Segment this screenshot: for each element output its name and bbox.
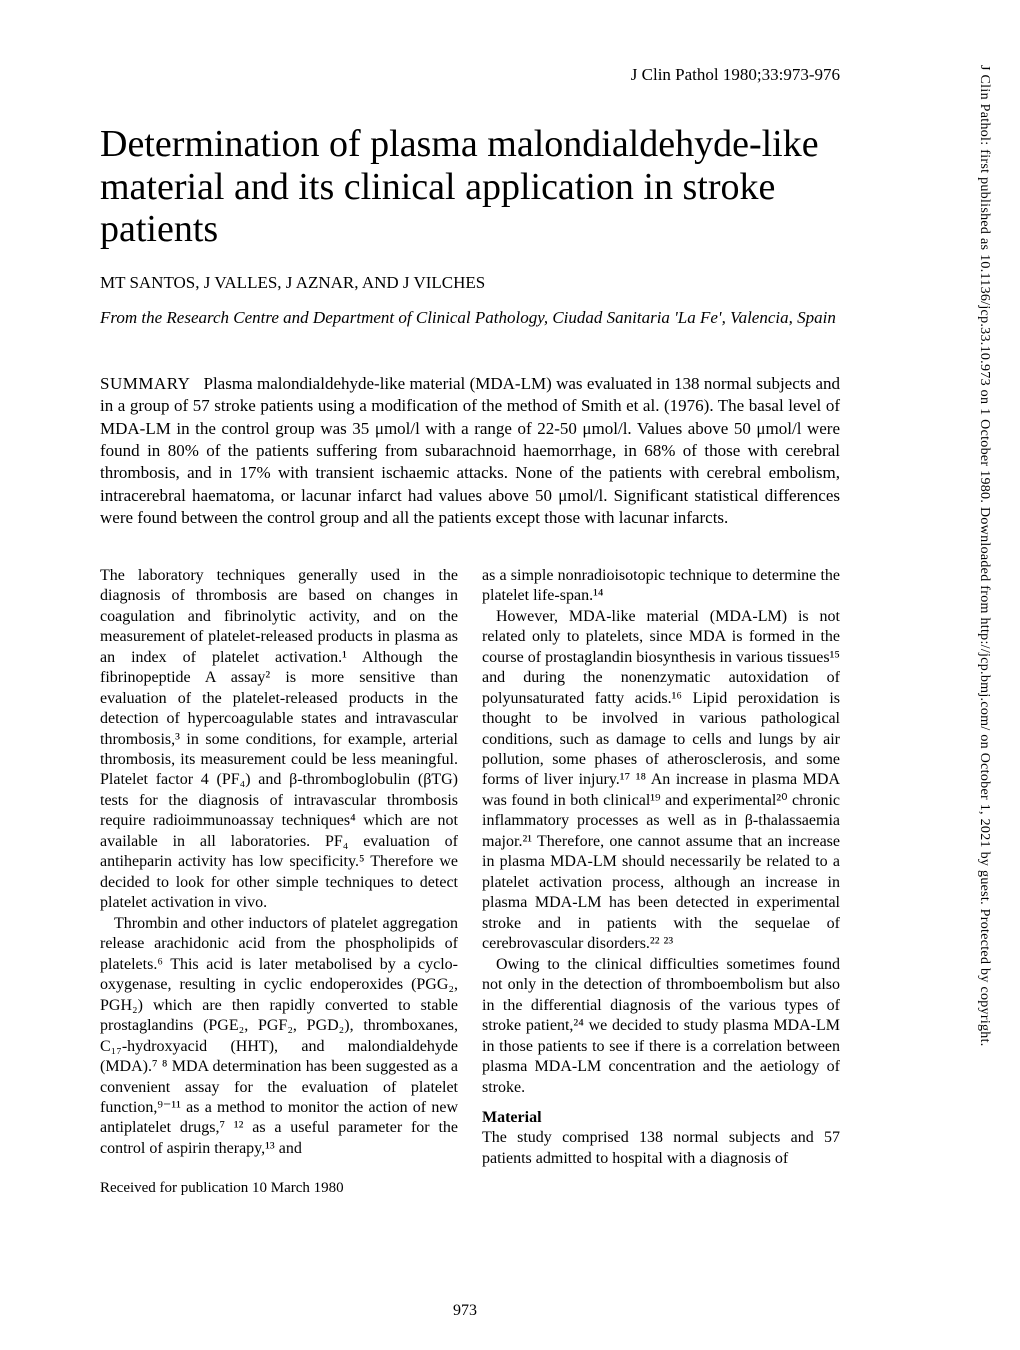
body-paragraph: The study comprised 138 normal subjects …: [482, 1128, 840, 1169]
left-column: The laboratory techniques generally used…: [100, 566, 458, 1199]
copyright-sidebar: J Clin Pathol: first published as 10.113…: [964, 65, 992, 1310]
journal-citation: J Clin Pathol 1980;33:973-976: [100, 65, 930, 85]
page-number: 973: [0, 1302, 930, 1320]
summary-label: SUMMARY: [100, 374, 190, 393]
body-paragraph: However, MDA-like material (MDA-LM) is n…: [482, 607, 840, 955]
body-paragraph: The laboratory techniques generally used…: [100, 566, 458, 914]
received-date: Received for publication 10 March 1980: [100, 1179, 458, 1198]
summary-text: Plasma malondialdehyde-like material (MD…: [100, 374, 840, 528]
abstract: SUMMARY Plasma malondialdehyde-like mate…: [100, 373, 930, 530]
body-columns: The laboratory techniques generally used…: [100, 566, 930, 1199]
affiliation: From the Research Centre and Department …: [100, 307, 930, 329]
right-column: as a simple nonradioisotopic technique t…: [482, 566, 840, 1199]
section-heading: Material: [482, 1108, 840, 1128]
body-paragraph: as a simple nonradioisotopic technique t…: [482, 566, 840, 607]
authors: MT SANTOS, J VALLES, J AZNAR, AND J VILC…: [100, 273, 930, 293]
article-title: Determination of plasma malondialdehyde-…: [100, 123, 930, 251]
body-paragraph: Thrombin and other inductors of platelet…: [100, 914, 458, 1160]
body-paragraph: Owing to the clinical difficulties somet…: [482, 955, 840, 1098]
